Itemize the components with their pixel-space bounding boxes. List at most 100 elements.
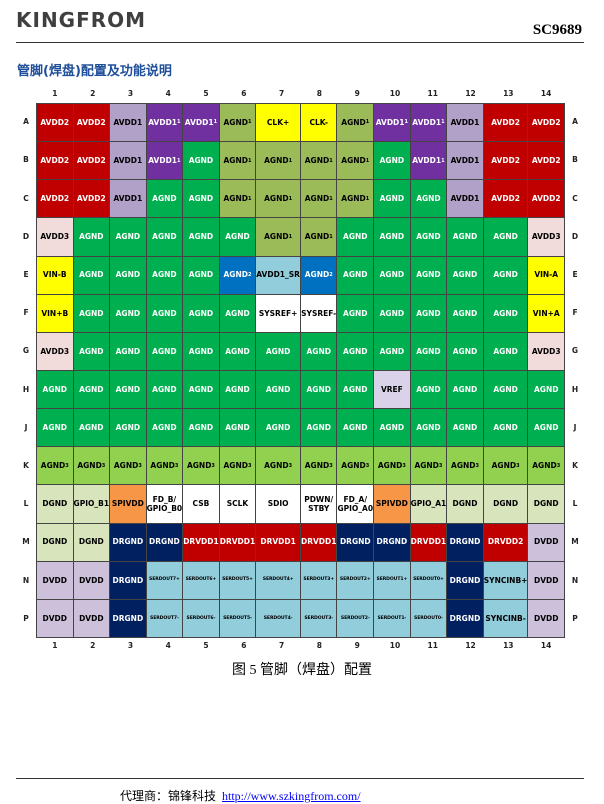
pin-cell: DRGND bbox=[447, 523, 483, 561]
column-number: 12 bbox=[465, 89, 476, 98]
pin-name: AGND bbox=[493, 384, 518, 394]
pin-cell: SERDOUT1+ bbox=[374, 561, 410, 599]
pin-cell: SERDOUT2- bbox=[337, 599, 374, 637]
row-label: A bbox=[23, 117, 29, 127]
pin-cell: AVDD1 1 bbox=[410, 104, 447, 142]
pin-cell: FD_A/ GPIO_A0 bbox=[337, 485, 374, 523]
pin-cell: AGND bbox=[219, 409, 256, 447]
pin-cell: DRVDD1 bbox=[256, 523, 300, 561]
pin-cell: AGND bbox=[110, 409, 146, 447]
column-number: 4 bbox=[165, 641, 171, 650]
pin-name: AGND bbox=[186, 461, 212, 471]
pin-cell: AGND 1 bbox=[256, 218, 300, 256]
pin-cell: DVDD bbox=[528, 599, 564, 637]
part-number: SC9689 bbox=[532, 22, 582, 38]
pin-note: 3 bbox=[516, 462, 520, 469]
pin-cell: VIN+B bbox=[37, 294, 73, 332]
pin-cell: AGND 3 bbox=[110, 447, 146, 485]
pin-note: 3 bbox=[65, 462, 69, 469]
pin-cell: DVDD bbox=[73, 599, 110, 637]
pin-cell: DGND bbox=[37, 523, 73, 561]
column-number: 13 bbox=[503, 641, 514, 650]
pin-cell: AGND bbox=[146, 370, 183, 409]
pin-name: AGND bbox=[79, 270, 104, 280]
pin-name: DGND bbox=[78, 537, 104, 547]
pin-cell: AGND bbox=[146, 409, 183, 447]
pin-note: 1 bbox=[213, 119, 218, 126]
pin-name: AGND bbox=[42, 423, 67, 433]
pin-note: 3 bbox=[556, 462, 561, 469]
pin-cell: AGND bbox=[256, 370, 300, 409]
pin-cell: AGND bbox=[183, 409, 219, 447]
pin-name: AVDD2 bbox=[531, 117, 561, 127]
pin-note: 3 bbox=[438, 462, 443, 469]
pin-name: AGND bbox=[343, 270, 368, 280]
pin-cell: AGND 3 bbox=[256, 447, 300, 485]
pin-name: AVDD1 bbox=[148, 156, 178, 166]
pin-cell: AGND bbox=[410, 218, 447, 256]
pin-name: AVDD1 bbox=[450, 156, 480, 166]
pin-name: AVDD1_SR bbox=[256, 270, 300, 280]
pin-cell: AVDD2 bbox=[73, 104, 110, 142]
pin-cell: FD_B/ GPIO_B0 bbox=[146, 485, 183, 523]
pin-cell: AGND 3 bbox=[447, 447, 483, 485]
pin-name: AGND bbox=[306, 384, 331, 394]
pin-note: 1 bbox=[177, 157, 181, 164]
row-label: L bbox=[572, 499, 578, 509]
pin-name: SPIVDD bbox=[111, 499, 144, 509]
row-label: B bbox=[572, 155, 578, 165]
pin-note: 3 bbox=[138, 462, 142, 469]
pin-note: 1 bbox=[365, 195, 370, 202]
pin-cell: AGND 3 bbox=[300, 447, 337, 485]
pin-name: FD_B/ GPIO_B0 bbox=[146, 494, 183, 513]
pin-note: 3 bbox=[101, 462, 106, 469]
pin-name: AGND bbox=[265, 346, 291, 356]
pin-note: 3 bbox=[247, 462, 252, 469]
pin-name: AGND bbox=[532, 461, 557, 471]
pin-cell: DRGND bbox=[110, 599, 146, 637]
column-number: 4 bbox=[165, 89, 171, 98]
pin-note: 2 bbox=[247, 272, 252, 278]
pin-name: AVDD1 bbox=[113, 156, 143, 166]
pin-cell: AGND bbox=[73, 256, 110, 294]
pin-cell: AGND 3 bbox=[528, 447, 564, 485]
pin-name: AGND bbox=[343, 308, 368, 318]
pin-name: VREF bbox=[380, 384, 403, 394]
pin-cell: SPIVDD bbox=[374, 485, 410, 523]
pin-note: 1 bbox=[441, 119, 445, 126]
column-number: 11 bbox=[427, 641, 438, 650]
pin-cell: AGND bbox=[256, 409, 300, 447]
pin-name: AGND bbox=[304, 461, 330, 471]
pin-name: SCLK bbox=[226, 499, 249, 509]
pin-cell: DRGND bbox=[374, 523, 410, 561]
row-label: C bbox=[23, 193, 29, 203]
pin-name: SERDOUT0+ bbox=[413, 577, 444, 583]
column-number: 7 bbox=[278, 89, 285, 98]
pin-cell: AGND bbox=[337, 294, 374, 332]
pin-cell: AVDD2 bbox=[37, 104, 73, 142]
pin-cell: AGND 1 bbox=[337, 180, 374, 218]
pin-cell: SYNCINB- bbox=[483, 599, 528, 637]
pin-name: AVDD3 bbox=[40, 346, 70, 356]
pin-note: 3 bbox=[211, 462, 215, 469]
pin-name: AGND bbox=[79, 346, 104, 356]
row-label: A bbox=[572, 117, 578, 127]
column-number: 2 bbox=[90, 89, 96, 98]
pin-cell: AVDD2 bbox=[483, 142, 528, 180]
column-number: 12 bbox=[465, 641, 476, 650]
pin-cell: AVDD1 1 bbox=[183, 104, 219, 142]
pin-name: AGND bbox=[113, 461, 139, 471]
pin-name: DRVDD1 bbox=[260, 537, 296, 547]
pin-name: AGND bbox=[79, 384, 104, 394]
url-link[interactable]: http://www.szkingfrom.com/ bbox=[222, 789, 361, 803]
pin-name: AGND bbox=[115, 423, 141, 433]
pin-name: AGND bbox=[225, 346, 250, 356]
pin-name: FD_A/ GPIO_A0 bbox=[337, 494, 374, 513]
pin-cell: AGND 3 bbox=[37, 447, 73, 485]
pin-name: AVDD1 bbox=[450, 194, 480, 204]
pin-cell: AGND bbox=[110, 218, 146, 256]
pin-name: DRGND bbox=[112, 613, 144, 623]
pin-name: DVDD bbox=[79, 575, 104, 585]
pin-cell: AGND bbox=[483, 256, 528, 294]
pin-name: AVDD1 bbox=[450, 117, 480, 127]
